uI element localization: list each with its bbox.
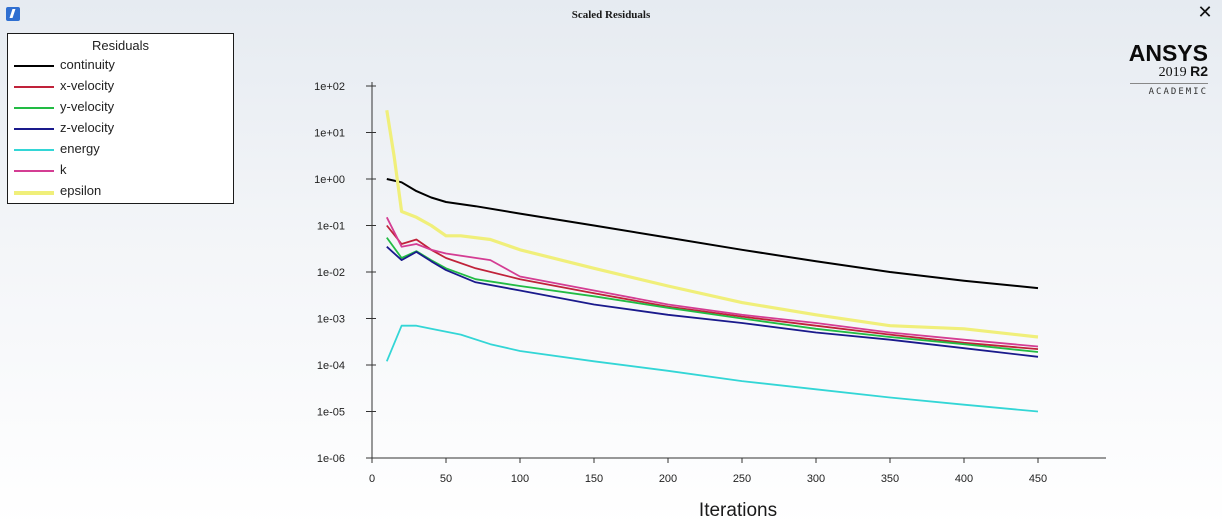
y-tick-label: 1e+00 xyxy=(314,174,345,186)
logo-divider xyxy=(1130,83,1208,84)
legend-label: k xyxy=(60,162,67,177)
legend-title: Residuals xyxy=(91,38,150,53)
window-title: Scaled Residuals xyxy=(571,9,651,21)
title-bar: Scaled Residuals ✕ xyxy=(0,0,1222,30)
series-line-continuity xyxy=(386,178,1039,290)
ansys-logo: ANSYS 2019 R2 ACADEMIC xyxy=(1118,42,1208,97)
x-tick-label: 250 xyxy=(733,473,751,485)
legend-swatch xyxy=(14,191,54,195)
y-tick-label: 1e-04 xyxy=(317,360,345,372)
x-tick-label: 150 xyxy=(585,473,603,485)
legend-label: x-velocity xyxy=(60,78,115,93)
x-tick-label: 50 xyxy=(440,473,452,485)
legend-label: epsilon xyxy=(60,183,102,198)
y-tick-label: 1e-01 xyxy=(317,221,345,233)
legend-item-energy: energy xyxy=(14,140,224,160)
x-tick-label: 400 xyxy=(955,473,973,485)
x-tick-label: 0 xyxy=(369,473,375,485)
series-line-energy xyxy=(385,324,1039,413)
logo-edition: ACADEMIC xyxy=(1148,87,1208,97)
legend-label: y-velocity xyxy=(60,99,115,114)
x-tick-label: 450 xyxy=(1029,473,1047,485)
legend-swatch xyxy=(14,170,54,172)
logo-name: ANSYS xyxy=(1128,40,1208,66)
series-line-epsilon xyxy=(385,110,1039,339)
x-tick-label: 200 xyxy=(659,473,677,485)
legend-swatch xyxy=(14,128,54,130)
x-axis-title: Iterations xyxy=(699,500,777,521)
legend-item-z-velocity: z-velocity xyxy=(14,119,224,139)
legend-item-epsilon: epsilon xyxy=(14,182,224,202)
y-tick-label: 1e-05 xyxy=(317,407,345,419)
legend-item-k: k xyxy=(14,161,224,181)
logo-release: R2 xyxy=(1190,63,1208,79)
legend-swatch xyxy=(14,65,54,67)
y-tick-label: 1e-02 xyxy=(317,267,345,279)
close-icon[interactable]: ✕ xyxy=(1197,2,1213,23)
series-line-k xyxy=(385,216,1039,348)
legend-swatch xyxy=(14,107,54,109)
legend-label: continuity xyxy=(60,57,115,72)
legend-swatch xyxy=(14,149,54,151)
x-tick-label: 350 xyxy=(881,473,899,485)
y-tick-label: 1e+01 xyxy=(314,128,345,140)
fluent-app-icon xyxy=(6,7,20,21)
legend-item-continuity: continuity xyxy=(14,56,224,76)
y-tick-label: 1e+02 xyxy=(314,81,345,93)
legend-label: z-velocity xyxy=(60,120,115,135)
logo-version-year: 2019 xyxy=(1158,65,1187,80)
legend-item-x-velocity: x-velocity xyxy=(14,77,224,97)
x-tick-label: 300 xyxy=(807,473,825,485)
y-tick-label: 1e-06 xyxy=(317,453,345,465)
legend: Residuals continuity x-velocity y-velocity… xyxy=(7,33,234,204)
legend-swatch xyxy=(14,86,54,88)
series-line-z-velocity xyxy=(386,246,1039,358)
series-line-x-velocity xyxy=(386,224,1039,350)
y-tick-label: 1e-03 xyxy=(317,314,345,326)
legend-item-y-velocity: y-velocity xyxy=(14,98,224,118)
logo-version: 2019 R2 xyxy=(1118,63,1208,81)
legend-label: energy xyxy=(60,141,100,156)
x-tick-label: 100 xyxy=(511,473,529,485)
